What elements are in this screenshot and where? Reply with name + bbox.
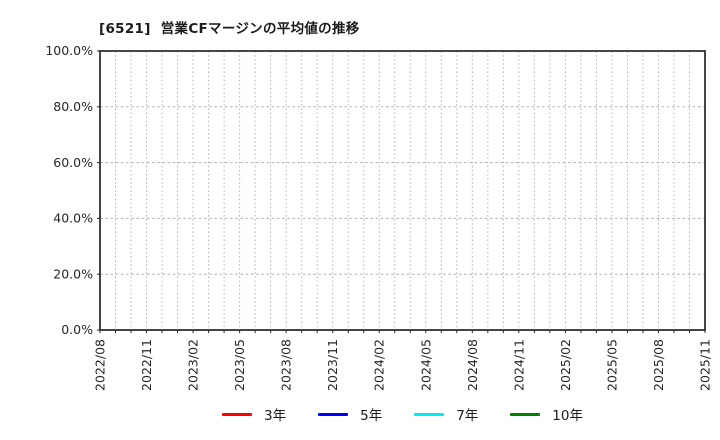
legend-line-swatch: [318, 412, 349, 416]
chart-plot: 0.0% 20.0% 40.0% 60.0% 80.0% 100.0% 2022/08 202…: [45, 43, 713, 391]
legend-label: 3年: [264, 408, 287, 424]
x-tick-label: 2024/05: [418, 339, 433, 391]
x-tick-label: 2022/11: [139, 339, 154, 391]
x-tick-label: 2023/11: [325, 339, 340, 391]
legend-label: 5年: [360, 408, 383, 424]
legend-item: 5年: [318, 403, 382, 425]
x-tick-label: 2025/05: [604, 339, 619, 391]
x-tick-label: 2022/08: [93, 339, 108, 391]
x-tick-label: 2023/08: [279, 339, 294, 391]
x-tick-label: 2024/02: [372, 339, 387, 391]
legend-line-swatch: [414, 412, 445, 416]
x-tick-label: 2024/08: [465, 339, 480, 391]
y-tick-label: 60.0%: [53, 155, 93, 170]
y-tick-label: 20.0%: [53, 266, 93, 281]
plot-border: [99, 50, 706, 331]
legend-line-swatch: [510, 412, 541, 416]
legend-line-swatch: [222, 412, 253, 416]
x-tick-label: 2025/02: [558, 339, 573, 391]
legend-item: 3年: [222, 403, 286, 425]
x-tick-label: 2023/05: [232, 339, 247, 391]
x-tick-label: 2023/02: [186, 339, 201, 391]
chart-legend: 3年 5年 7年 10年: [100, 403, 705, 425]
legend-label: 7年: [456, 408, 479, 424]
chart-title: [6521] 営業CFマージンの平均値の推移: [99, 21, 360, 37]
legend-item: 10年: [510, 403, 583, 425]
y-tick-label: 40.0%: [53, 211, 93, 226]
x-tick-label: 2025/11: [698, 339, 713, 391]
x-tick-label: 2024/11: [511, 339, 526, 391]
y-tick-label: 100.0%: [45, 43, 93, 58]
legend-item: 7年: [414, 403, 478, 425]
x-tick-label: 2025/08: [651, 339, 666, 391]
legend-label: 10年: [552, 408, 583, 424]
y-tick-label: 0.0%: [61, 322, 93, 337]
y-tick-label: 80.0%: [53, 99, 93, 114]
